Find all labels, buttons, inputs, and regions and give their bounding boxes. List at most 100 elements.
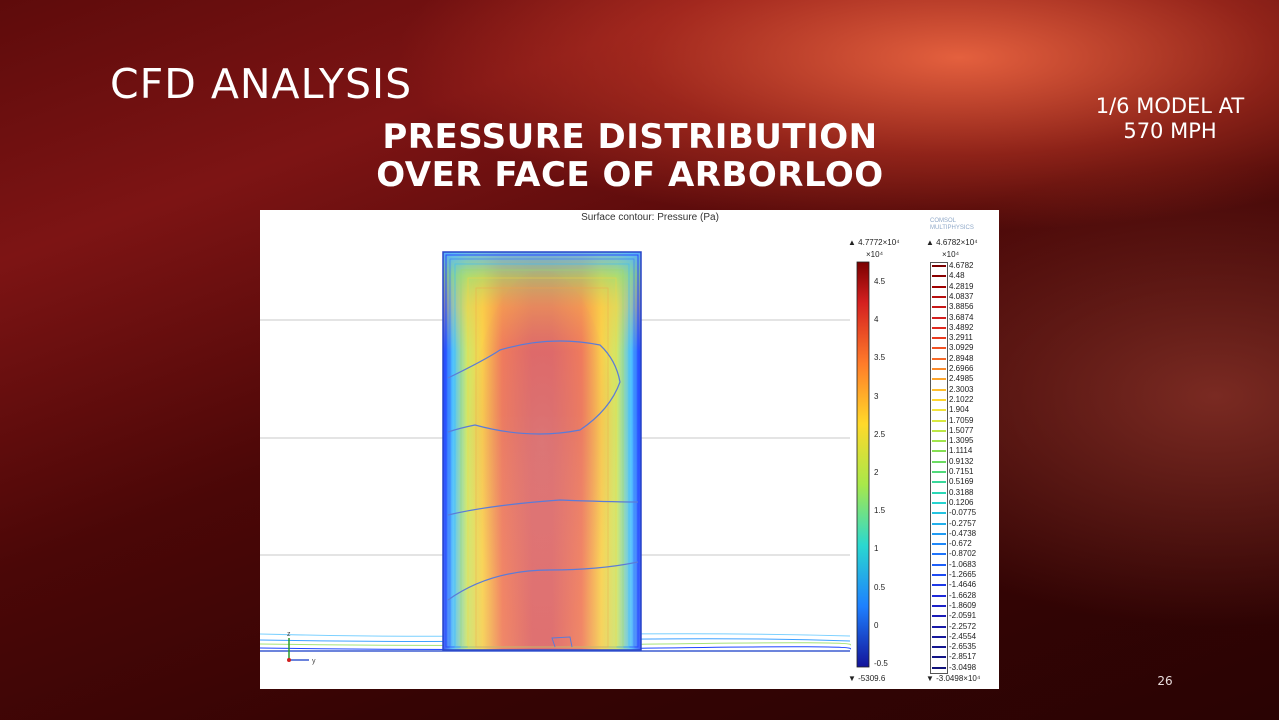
contour-level-label: -0.0775 (949, 508, 977, 518)
surface-max-label: ▲ 4.7772×10⁴ (848, 238, 900, 247)
contour-level-swatch (932, 656, 946, 659)
surface-colorbar (856, 261, 870, 668)
contour-level-swatch (932, 501, 946, 504)
contour-level-swatch (932, 491, 946, 494)
surface-tick-label: 1 (874, 544, 879, 554)
contour-level-swatch (932, 429, 946, 432)
contour-level-label: 1.1114 (949, 446, 973, 456)
contour-level-swatch (932, 553, 946, 556)
plot-title: Surface contour: Pressure (Pa) (581, 212, 719, 223)
contour-level-label: 3.4892 (949, 322, 974, 332)
contour-level-swatch (932, 604, 946, 607)
surface-tick-label: 3.5 (874, 353, 886, 363)
surface-tick-label: 4 (874, 315, 879, 325)
contour-level-label: -1.6628 (949, 590, 977, 600)
surface-tick-label: 4.5 (874, 277, 886, 286)
contour-level-swatch (932, 481, 946, 484)
contour-level-label: 2.8948 (949, 353, 974, 363)
contour-level-label: -3.0498 (949, 662, 977, 672)
surface-tick-label: -0.5 (874, 659, 888, 668)
contour-level-swatch (932, 357, 946, 360)
contour-min-label: ▼ -3.0498×10⁴ (926, 674, 981, 683)
contour-level-swatch (932, 450, 946, 453)
contour-level-label: -0.2757 (949, 518, 977, 528)
surface-tick-label: 3 (874, 391, 879, 401)
contour-level-label: -2.2572 (949, 621, 977, 631)
contour-level-label: -0.4738 (949, 528, 977, 538)
contour-level-label: 0.3188 (949, 487, 974, 497)
contour-level-label: 2.4985 (949, 374, 974, 384)
logo-line-1: COMSOL (930, 218, 957, 224)
contour-level-label: -0.672 (949, 539, 972, 549)
surface-exponent: ×10⁴ (866, 250, 884, 259)
contour-legend-frame (930, 262, 948, 674)
contour-level-label: 4.48 (949, 271, 965, 281)
contour-level-label: -1.0683 (949, 559, 977, 569)
contour-level-swatch (932, 409, 946, 412)
contour-plot: z y (260, 251, 870, 668)
contour-level-label: 1.5077 (949, 425, 974, 435)
surface-tick-label: 2.5 (874, 429, 886, 439)
contour-level-swatch (932, 646, 946, 649)
contour-level-swatch (932, 440, 946, 443)
contour-level-label: -2.4554 (949, 631, 977, 641)
contour-level-swatch (932, 584, 946, 587)
contour-level-swatch (932, 543, 946, 546)
contour-level-swatch (932, 522, 946, 525)
contour-level-label: -1.8609 (949, 600, 977, 610)
contour-level-label: -1.2665 (949, 570, 977, 579)
arborloo-face (442, 251, 642, 651)
contour-level-label: -2.6535 (949, 642, 977, 652)
contour-level-swatch (932, 285, 946, 288)
surface-tick-label: 2 (874, 468, 879, 477)
contour-level-label: 0.1206 (949, 497, 974, 507)
surface-tick-label: 1.5 (874, 506, 886, 516)
slide-title: CFD ANALYSIS (110, 60, 413, 108)
contour-level-swatch (932, 295, 946, 298)
contour-level-label: 2.1022 (949, 394, 974, 404)
axis-y-label: y (312, 658, 316, 665)
pressure-contour-figure: Surface contour: Pressure (Pa) COMSOL MU… (260, 210, 999, 689)
contour-level-label: -0.8702 (949, 549, 977, 559)
contour-level-label: -1.4646 (949, 580, 977, 590)
contour-level-swatch (932, 594, 946, 597)
logo-line-2: MULTIPHYSICS (930, 225, 974, 231)
contour-level-label: 2.6966 (949, 364, 974, 373)
contour-level-swatch (932, 532, 946, 535)
contour-level-label: 1.3095 (949, 436, 974, 446)
contour-level-label: 0.7151 (949, 467, 974, 476)
contour-level-swatch (932, 347, 946, 350)
axis-z-label: z (287, 631, 291, 638)
contour-level-swatch (932, 275, 946, 278)
contour-level-swatch (932, 378, 946, 381)
contour-level-label: 4.2819 (949, 281, 974, 291)
contour-level-swatch (932, 574, 946, 576)
contour-exponent: ×10⁴ (942, 250, 960, 259)
contour-level-swatch (932, 563, 946, 566)
contour-level-swatch (932, 625, 946, 628)
contour-level-label: 3.6874 (949, 312, 974, 322)
contour-level-label: -2.8517 (949, 652, 977, 662)
contour-level-swatch (932, 635, 946, 638)
contour-level-swatch (932, 337, 946, 340)
contour-level-swatch (932, 615, 946, 618)
contour-level-swatch (932, 512, 946, 515)
comsol-logo: COMSOL MULTIPHYSICS (930, 218, 974, 232)
axis-triad: z y (287, 631, 316, 665)
contour-level-label: 3.2911 (949, 333, 973, 343)
contour-level-swatch (932, 368, 946, 370)
surface-tick-label: 0.5 (874, 582, 886, 592)
contour-level-label: 0.9132 (949, 456, 974, 466)
contour-level-label: 3.8856 (949, 302, 974, 312)
contour-level-label: 0.5169 (949, 477, 974, 487)
contour-level-label: 3.0929 (949, 343, 974, 353)
slide-subtitle: PRESSURE DISTRIBUTION OVER FACE OF ARBOR… (376, 117, 884, 195)
contour-level-swatch (932, 388, 946, 391)
contour-level-label: 1.904 (949, 405, 970, 415)
page-number: 26 (1157, 674, 1173, 688)
contour-level-swatch (932, 316, 946, 319)
model-note: 1/6 MODEL AT 570 MPH (1095, 94, 1245, 143)
surface-tick-label: 0 (874, 620, 879, 630)
contour-level-swatch (932, 460, 946, 463)
contour-level-swatch (932, 306, 946, 309)
